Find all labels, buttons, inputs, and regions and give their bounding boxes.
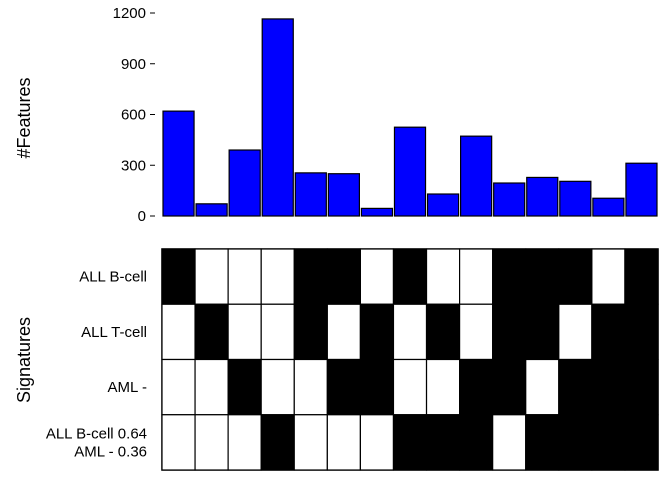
heatmap-cell xyxy=(591,414,626,471)
heatmap-cell xyxy=(624,414,659,471)
heatmap-cell xyxy=(624,303,659,361)
heatmap-cell xyxy=(525,248,560,305)
heatmap-cell xyxy=(425,303,461,361)
heatmap-cell xyxy=(591,358,626,416)
heatmap-cell xyxy=(194,303,229,361)
heatmap-cell xyxy=(392,248,428,305)
bar xyxy=(162,110,195,217)
heatmap-cell xyxy=(194,414,229,471)
heatmap-cell xyxy=(293,358,328,416)
heatmap-cell xyxy=(525,414,560,471)
heatmap-cell xyxy=(425,414,461,471)
heatmap-cell xyxy=(293,414,328,471)
bar xyxy=(426,193,460,217)
bar xyxy=(393,126,427,217)
bar-y-axis-title: #Features xyxy=(14,77,34,158)
heatmap-cell xyxy=(558,303,593,361)
heatmap-row-labels: ALL B-cell ALL T-cell AML - ALL B-cell 0.64… xyxy=(46,269,147,461)
heatmap-cell xyxy=(359,414,395,471)
heatmap-cell xyxy=(624,248,659,305)
heatmap-cell xyxy=(591,303,626,361)
heatmap-cell xyxy=(293,303,328,361)
bar-panel: #Features 0 300 600 900 1200 xyxy=(14,5,658,225)
bar xyxy=(625,162,658,217)
heatmap-cell xyxy=(459,303,494,361)
heatmap-cell xyxy=(161,248,196,305)
bar-y-axis: 0 300 600 900 1200 xyxy=(113,5,155,225)
heatmap-cell xyxy=(392,414,428,471)
bar xyxy=(493,182,526,217)
heatmap-cell xyxy=(459,414,494,471)
bar xyxy=(460,135,493,217)
heatmap-cell xyxy=(459,248,494,305)
heatmap-cell xyxy=(161,414,196,471)
y-tick-label: 600 xyxy=(121,107,146,124)
heatmap-cell xyxy=(326,248,362,305)
heatmap-cell xyxy=(459,358,494,416)
heatmap-cell xyxy=(326,358,362,416)
bar xyxy=(360,207,394,217)
heatmap-cell xyxy=(492,358,527,416)
heatmap-cell xyxy=(425,248,461,305)
heatmap-cell xyxy=(558,248,593,305)
heatmap-cell xyxy=(558,414,593,471)
heatmap-cell xyxy=(227,303,262,361)
heatmap-cell xyxy=(194,358,229,416)
bar xyxy=(526,176,559,217)
bar xyxy=(592,197,625,217)
heatmap-cell xyxy=(260,414,295,471)
bar xyxy=(228,149,261,217)
heatmap-cell xyxy=(260,358,295,416)
heatmap-cell xyxy=(392,358,428,416)
heatmap-cell xyxy=(227,358,262,416)
heatmap-cell xyxy=(558,358,593,416)
y-tick-label: 0 xyxy=(138,208,146,225)
bar xyxy=(294,172,327,217)
y-tick-label: 1200 xyxy=(113,5,146,22)
heatmap-cell xyxy=(161,358,196,416)
heatmap-cell xyxy=(326,414,362,471)
heatmap-row-label: ALL B-cell 0.64 AML - 0.36 xyxy=(46,425,147,460)
heatmap-cell xyxy=(359,358,395,416)
heatmap-cell xyxy=(425,358,461,416)
bar-series xyxy=(162,18,658,217)
heatmap-cell xyxy=(492,303,527,361)
bar xyxy=(195,203,228,217)
bar xyxy=(327,173,361,217)
y-tick-label: 900 xyxy=(121,56,146,73)
heatmap-cell xyxy=(293,248,328,305)
heatmap-cell xyxy=(591,248,626,305)
heatmap-row-label: ALL T-cell xyxy=(81,324,147,341)
heatmap-cell xyxy=(492,248,527,305)
bar xyxy=(261,18,294,217)
heatmap-cell xyxy=(161,303,196,361)
heatmap-cell xyxy=(260,248,295,305)
heatmap-y-axis-title: Signatures xyxy=(14,317,34,403)
heatmap-cell xyxy=(260,303,295,361)
heatmap-cell xyxy=(194,248,229,305)
heatmap-cell xyxy=(525,358,560,416)
heatmap-row-label: ALL B-cell xyxy=(79,269,147,286)
heatmap-cell xyxy=(227,414,262,471)
heatmap-cells xyxy=(161,248,659,471)
y-tick-label: 300 xyxy=(121,157,146,174)
heatmap-cell xyxy=(326,303,362,361)
heatmap-cell xyxy=(359,248,395,305)
heatmap-cell xyxy=(392,303,428,361)
heatmap-cell xyxy=(525,303,560,361)
heatmap-row-label: AML - xyxy=(108,379,147,396)
heatmap-cell xyxy=(492,414,527,471)
bar xyxy=(559,180,592,217)
heatmap-cell xyxy=(624,358,659,416)
heatmap-cell xyxy=(359,303,395,361)
heatmap-cell xyxy=(227,248,262,305)
